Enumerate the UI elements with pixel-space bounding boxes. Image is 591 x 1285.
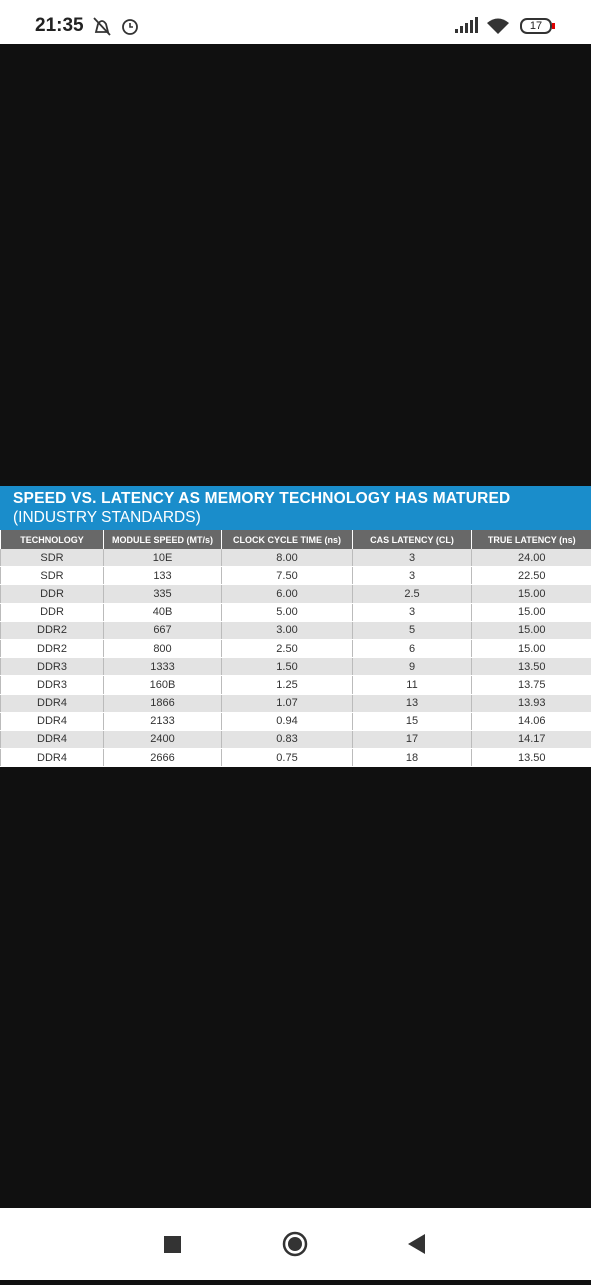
table-cell: 11 xyxy=(353,676,472,694)
recents-button[interactable] xyxy=(164,1236,181,1253)
table-cell: 13.93 xyxy=(472,694,591,712)
table-cell: 6 xyxy=(353,639,472,657)
table-cell: DDR2 xyxy=(1,639,104,657)
table-cell: SDR xyxy=(1,567,104,585)
table-cell: DDR4 xyxy=(1,730,104,748)
table-cell: 15.00 xyxy=(472,639,591,657)
table-cell: 10E xyxy=(104,549,222,567)
table-cell: DDR4 xyxy=(1,712,104,730)
table-cell: 6.00 xyxy=(222,585,353,603)
column-header: TRUE LATENCY (ns) xyxy=(472,530,591,549)
table-cell: 7.50 xyxy=(222,567,353,585)
table-cell: 3 xyxy=(353,567,472,585)
status-bar: 21:35 17 xyxy=(0,0,591,44)
table-cell: 1.07 xyxy=(222,694,353,712)
nav-buttons xyxy=(0,1208,591,1280)
table-cell: 8.00 xyxy=(222,549,353,567)
table-cell: 0.83 xyxy=(222,730,353,748)
table-image: SPEED VS. LATENCY AS MEMORY TECHNOLOGY H… xyxy=(0,486,591,767)
column-header: MODULE SPEED (MT/s) xyxy=(104,530,222,549)
status-icons xyxy=(92,16,144,38)
table-cell: 667 xyxy=(104,621,222,639)
table-cell: 9 xyxy=(353,658,472,676)
table-cell: 335 xyxy=(104,585,222,603)
table-cell: DDR4 xyxy=(1,694,104,712)
column-header: CAS LATENCY (CL) xyxy=(353,530,472,549)
table-cell: 15.00 xyxy=(472,621,591,639)
table-cell: 15 xyxy=(353,712,472,730)
subtitle: (INDUSTRY STANDARDS) xyxy=(13,509,591,527)
table-cell: 15.00 xyxy=(472,585,591,603)
header-band: SPEED VS. LATENCY AS MEMORY TECHNOLOGY H… xyxy=(0,486,591,530)
table-cell: 1.25 xyxy=(222,676,353,694)
signal-wifi xyxy=(455,16,515,36)
table-cell: 800 xyxy=(104,639,222,657)
table-cell: 3.00 xyxy=(222,621,353,639)
clock: 21:35 xyxy=(35,15,84,37)
table-cell: 1333 xyxy=(104,658,222,676)
column-header: CLOCK CYCLE TIME (ns) xyxy=(222,530,353,549)
table-cell: 3 xyxy=(353,549,472,567)
table-cell: 0.75 xyxy=(222,749,353,767)
table-cell: 2133 xyxy=(104,712,222,730)
table-cell: 1.50 xyxy=(222,658,353,676)
table-cell: 15.00 xyxy=(472,603,591,621)
table-cell: 3 xyxy=(353,603,472,621)
back-button[interactable] xyxy=(408,1234,425,1254)
table-cell: 13 xyxy=(353,694,472,712)
table-cell: 14.17 xyxy=(472,730,591,748)
table-cell: 5.00 xyxy=(222,603,353,621)
title: SPEED VS. LATENCY AS MEMORY TECHNOLOGY H… xyxy=(13,486,591,508)
table-cell: 14.06 xyxy=(472,712,591,730)
table-cell: DDR3 xyxy=(1,676,104,694)
table-cell: DDR3 xyxy=(1,658,104,676)
table-cell: 18 xyxy=(353,749,472,767)
table-cell: 2.5 xyxy=(353,585,472,603)
table-cell: 2400 xyxy=(104,730,222,748)
column-header: TECHNOLOGY xyxy=(1,530,104,549)
table-cell: 2666 xyxy=(104,749,222,767)
table-cell: 17 xyxy=(353,730,472,748)
table-cell: SDR xyxy=(1,549,104,567)
table-cell: 160B xyxy=(104,676,222,694)
table-cell: 22.50 xyxy=(472,567,591,585)
table-cell: 5 xyxy=(353,621,472,639)
table-cell: DDR4 xyxy=(1,749,104,767)
table-cell: 133 xyxy=(104,567,222,585)
table-cell: 13.50 xyxy=(472,658,591,676)
battery-tip xyxy=(552,23,555,29)
table-cell: DDR2 xyxy=(1,621,104,639)
table-cell: 24.00 xyxy=(472,549,591,567)
table-cell: 13.50 xyxy=(472,749,591,767)
table-cell: 40B xyxy=(104,603,222,621)
table-cell: DDR xyxy=(1,585,104,603)
table-cell: 1866 xyxy=(104,694,222,712)
table-cell: DDR xyxy=(1,603,104,621)
nav-bar xyxy=(0,1208,591,1280)
table-cell: 2.50 xyxy=(222,639,353,657)
table-cell: 0.94 xyxy=(222,712,353,730)
table-cell: 13.75 xyxy=(472,676,591,694)
battery: 17 xyxy=(520,18,552,34)
